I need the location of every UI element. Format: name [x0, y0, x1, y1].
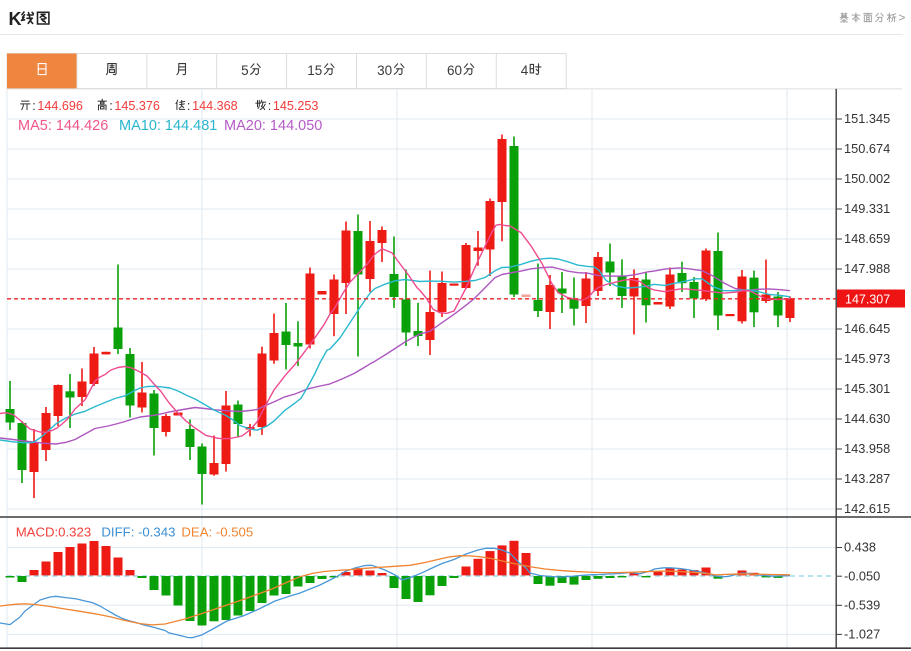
- svg-text:60: 60: [447, 63, 462, 78]
- svg-text:DIFF: -0.343: DIFF: -0.343: [101, 524, 175, 539]
- svg-text:5: 5: [241, 63, 249, 78]
- svg-text:145.301: 145.301: [844, 381, 890, 396]
- svg-text:0.438: 0.438: [844, 540, 876, 555]
- svg-text:145.973: 145.973: [844, 351, 890, 366]
- svg-text:150.002: 150.002: [844, 171, 890, 186]
- svg-text::: :: [109, 99, 113, 113]
- svg-text:-0.539: -0.539: [844, 598, 880, 613]
- svg-text:142.615: 142.615: [844, 501, 890, 516]
- svg-text:144.696: 144.696: [37, 99, 83, 113]
- svg-text:MA5: 144.426: MA5: 144.426: [18, 118, 108, 134]
- svg-text:151.345: 151.345: [844, 111, 890, 126]
- svg-text::: :: [187, 99, 191, 113]
- svg-text:15: 15: [307, 63, 322, 78]
- svg-text::: :: [268, 99, 272, 113]
- svg-text:MA20: 144.050: MA20: 144.050: [224, 118, 322, 134]
- svg-text:145.376: 145.376: [114, 99, 160, 113]
- svg-text:K: K: [9, 9, 22, 29]
- svg-text:147.307: 147.307: [845, 292, 890, 306]
- svg-text:143.287: 143.287: [844, 471, 890, 486]
- svg-text:4: 4: [521, 63, 529, 78]
- svg-text:>: >: [898, 11, 905, 25]
- svg-text:143.958: 143.958: [844, 441, 890, 456]
- svg-text:150.674: 150.674: [844, 141, 890, 156]
- svg-text:147.988: 147.988: [844, 261, 890, 276]
- svg-text:144.630: 144.630: [844, 411, 890, 426]
- svg-text:149.331: 149.331: [844, 201, 890, 216]
- svg-text:146.645: 146.645: [844, 321, 890, 336]
- svg-text:144.368: 144.368: [192, 99, 238, 113]
- svg-text:-1.027: -1.027: [844, 627, 880, 642]
- svg-text:148.659: 148.659: [844, 231, 890, 246]
- svg-text:30: 30: [377, 63, 392, 78]
- svg-text:-0.050: -0.050: [844, 568, 880, 583]
- svg-text:MACD:0.323: MACD:0.323: [16, 524, 92, 539]
- svg-text::: :: [32, 99, 36, 113]
- svg-text:145.253: 145.253: [273, 99, 319, 113]
- svg-text:MA10: 144.481: MA10: 144.481: [119, 118, 217, 134]
- svg-text:DEA: -0.505: DEA: -0.505: [181, 524, 253, 539]
